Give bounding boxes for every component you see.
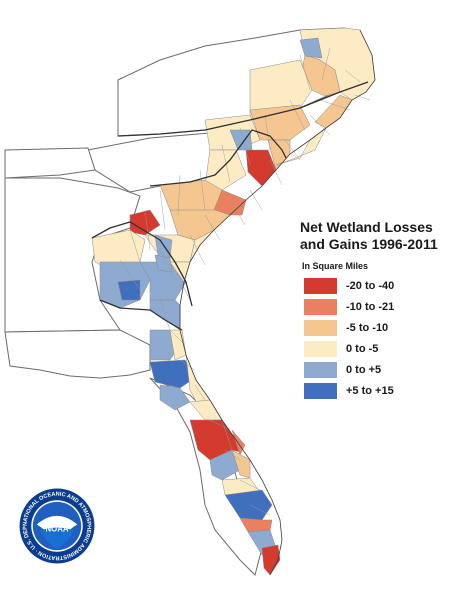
county xyxy=(239,517,273,533)
legend-rows: -20 to -40 -10 to -21 -5 to -10 0 to -5 0 to… xyxy=(300,277,450,400)
legend-units: In Square Miles xyxy=(302,261,369,271)
legend-label: 0 to -5 xyxy=(346,343,379,355)
legend-swatch xyxy=(304,320,337,336)
legend-title-line1: Net Wetland Losses xyxy=(300,219,433,235)
legend-swatch xyxy=(304,278,337,294)
legend-title: Net Wetland Losses and Gains 1996-2011 xyxy=(300,219,450,253)
legend-row: -10 to -21 xyxy=(300,298,450,316)
noaa-logo: NATIONAL OCEANIC AND ATMOSPHERIC ADMINIS… xyxy=(18,487,95,564)
county xyxy=(154,254,173,273)
county xyxy=(117,279,141,301)
county xyxy=(245,149,277,187)
nc-sc-border xyxy=(149,129,287,187)
legend-label: -20 to -40 xyxy=(346,280,395,292)
legend-swatch xyxy=(304,341,337,357)
county xyxy=(213,189,247,216)
county xyxy=(261,544,281,576)
coast-details xyxy=(179,29,376,576)
legend-row: 0 to +5 xyxy=(300,361,450,379)
inland-states xyxy=(4,27,356,576)
legend-label: +5 to +15 xyxy=(346,385,394,397)
sc-ga-border xyxy=(91,221,193,307)
legend-row: +5 to +15 xyxy=(300,382,450,400)
county xyxy=(249,104,311,141)
county xyxy=(209,449,241,481)
legend-swatch xyxy=(304,299,337,315)
county xyxy=(249,59,313,121)
county xyxy=(299,37,323,59)
florida-panhandle-outline xyxy=(4,329,151,379)
county xyxy=(129,209,161,236)
legend-swatch xyxy=(304,383,337,399)
legend: Net Wetland Losses and Gains 1996-2011 I… xyxy=(300,219,450,403)
logo-text: NOAA xyxy=(46,524,69,533)
legend-row: 0 to -5 xyxy=(300,340,450,358)
logo-sea xyxy=(39,527,75,550)
county-lines xyxy=(119,47,371,516)
legend-label: 0 to +5 xyxy=(346,364,382,376)
county xyxy=(149,359,196,389)
ga-fl-border xyxy=(99,299,183,331)
legend-row: -5 to -10 xyxy=(300,319,450,337)
legend-title-line2: and Gains 1996-2011 xyxy=(300,236,438,252)
county xyxy=(159,384,191,411)
tennessee-outline xyxy=(4,147,96,179)
legend-label: -10 to -21 xyxy=(346,301,395,313)
legend-label: -5 to -10 xyxy=(346,322,389,334)
county xyxy=(204,149,247,191)
county xyxy=(224,489,273,521)
legend-row: -20 to -40 xyxy=(300,277,450,295)
va-nc-border xyxy=(117,81,369,137)
legend-swatch xyxy=(304,362,337,378)
state-borders xyxy=(91,81,369,331)
